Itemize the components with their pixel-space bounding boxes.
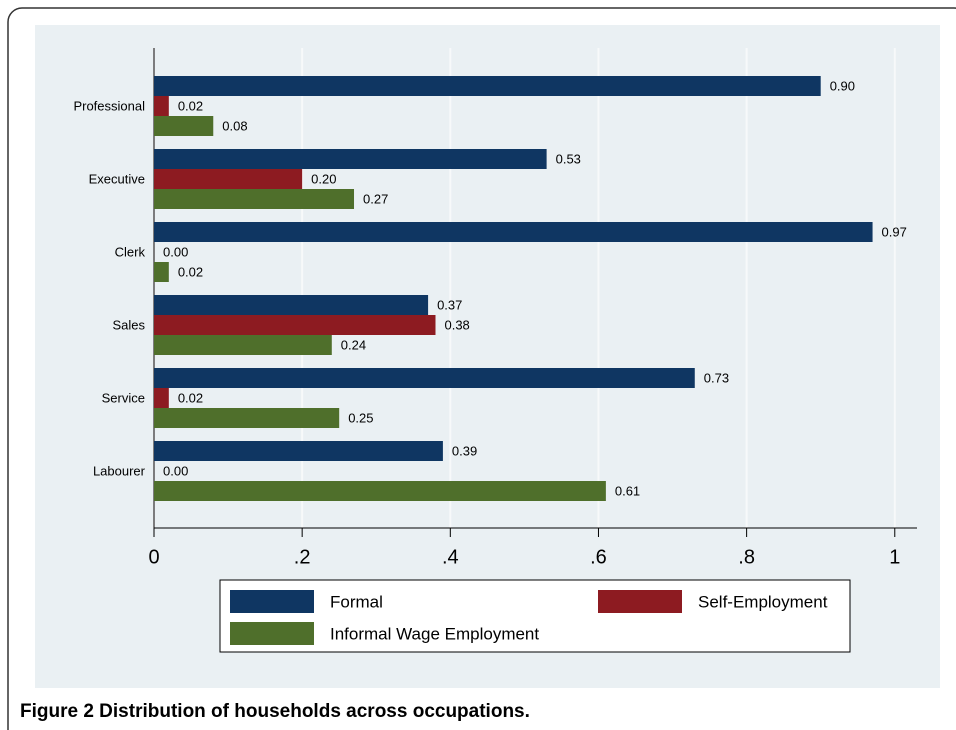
value-label: 0.97 xyxy=(882,224,907,239)
bar xyxy=(154,116,214,136)
value-label: 0.37 xyxy=(437,297,462,312)
caption: Figure 2 Distribution of households acro… xyxy=(20,701,530,722)
legend-label: Formal xyxy=(330,592,383,611)
bar xyxy=(154,189,355,209)
bar xyxy=(154,481,606,501)
x-tick-label: .6 xyxy=(590,546,607,568)
legend-label: Self-Employment xyxy=(698,592,828,611)
bar xyxy=(154,262,169,282)
value-label: 0.39 xyxy=(452,443,477,458)
bar xyxy=(154,388,169,408)
bar xyxy=(154,96,169,116)
legend-label: Informal Wage Employment xyxy=(330,624,539,643)
x-tick-label: .2 xyxy=(294,546,311,568)
y-tick-label: Labourer xyxy=(93,463,146,478)
y-tick-label: Clerk xyxy=(115,244,146,259)
value-label: 0.27 xyxy=(363,191,388,206)
y-tick-label: Professional xyxy=(73,98,145,113)
value-label: 0.02 xyxy=(178,390,203,405)
value-label: 0.25 xyxy=(348,410,373,425)
bar xyxy=(154,295,429,315)
value-label: 0.02 xyxy=(178,98,203,113)
legend-swatch xyxy=(598,590,682,613)
value-label: 0.90 xyxy=(830,78,855,93)
value-label: 0.20 xyxy=(311,171,336,186)
bar xyxy=(154,335,332,355)
bar xyxy=(154,169,303,189)
bar xyxy=(154,408,340,428)
value-label: 0.24 xyxy=(341,337,366,352)
y-tick-label: Sales xyxy=(112,317,145,332)
y-tick-label: Executive xyxy=(89,171,145,186)
y-tick-label: Service xyxy=(102,390,145,405)
bar xyxy=(154,315,436,335)
value-label: 0.02 xyxy=(178,264,203,279)
legend-swatch xyxy=(230,590,314,613)
bar xyxy=(154,149,547,169)
value-label: 0.00 xyxy=(163,244,188,259)
x-tick-label: 0 xyxy=(148,546,159,568)
legend xyxy=(219,579,851,653)
x-tick-label: .4 xyxy=(442,546,459,568)
bar xyxy=(154,76,821,96)
bar xyxy=(154,222,873,242)
value-label: 0.38 xyxy=(444,317,469,332)
bar xyxy=(154,368,695,388)
value-label: 0.00 xyxy=(163,463,188,478)
value-label: 0.73 xyxy=(704,370,729,385)
frame xyxy=(7,7,956,730)
x-tick-label: 1 xyxy=(889,546,900,568)
value-label: 0.61 xyxy=(615,483,640,498)
legend-swatch xyxy=(230,622,314,645)
bar xyxy=(154,441,443,461)
value-label: 0.08 xyxy=(222,118,247,133)
x-tick-label: .8 xyxy=(738,546,755,568)
value-label: 0.53 xyxy=(556,151,581,166)
